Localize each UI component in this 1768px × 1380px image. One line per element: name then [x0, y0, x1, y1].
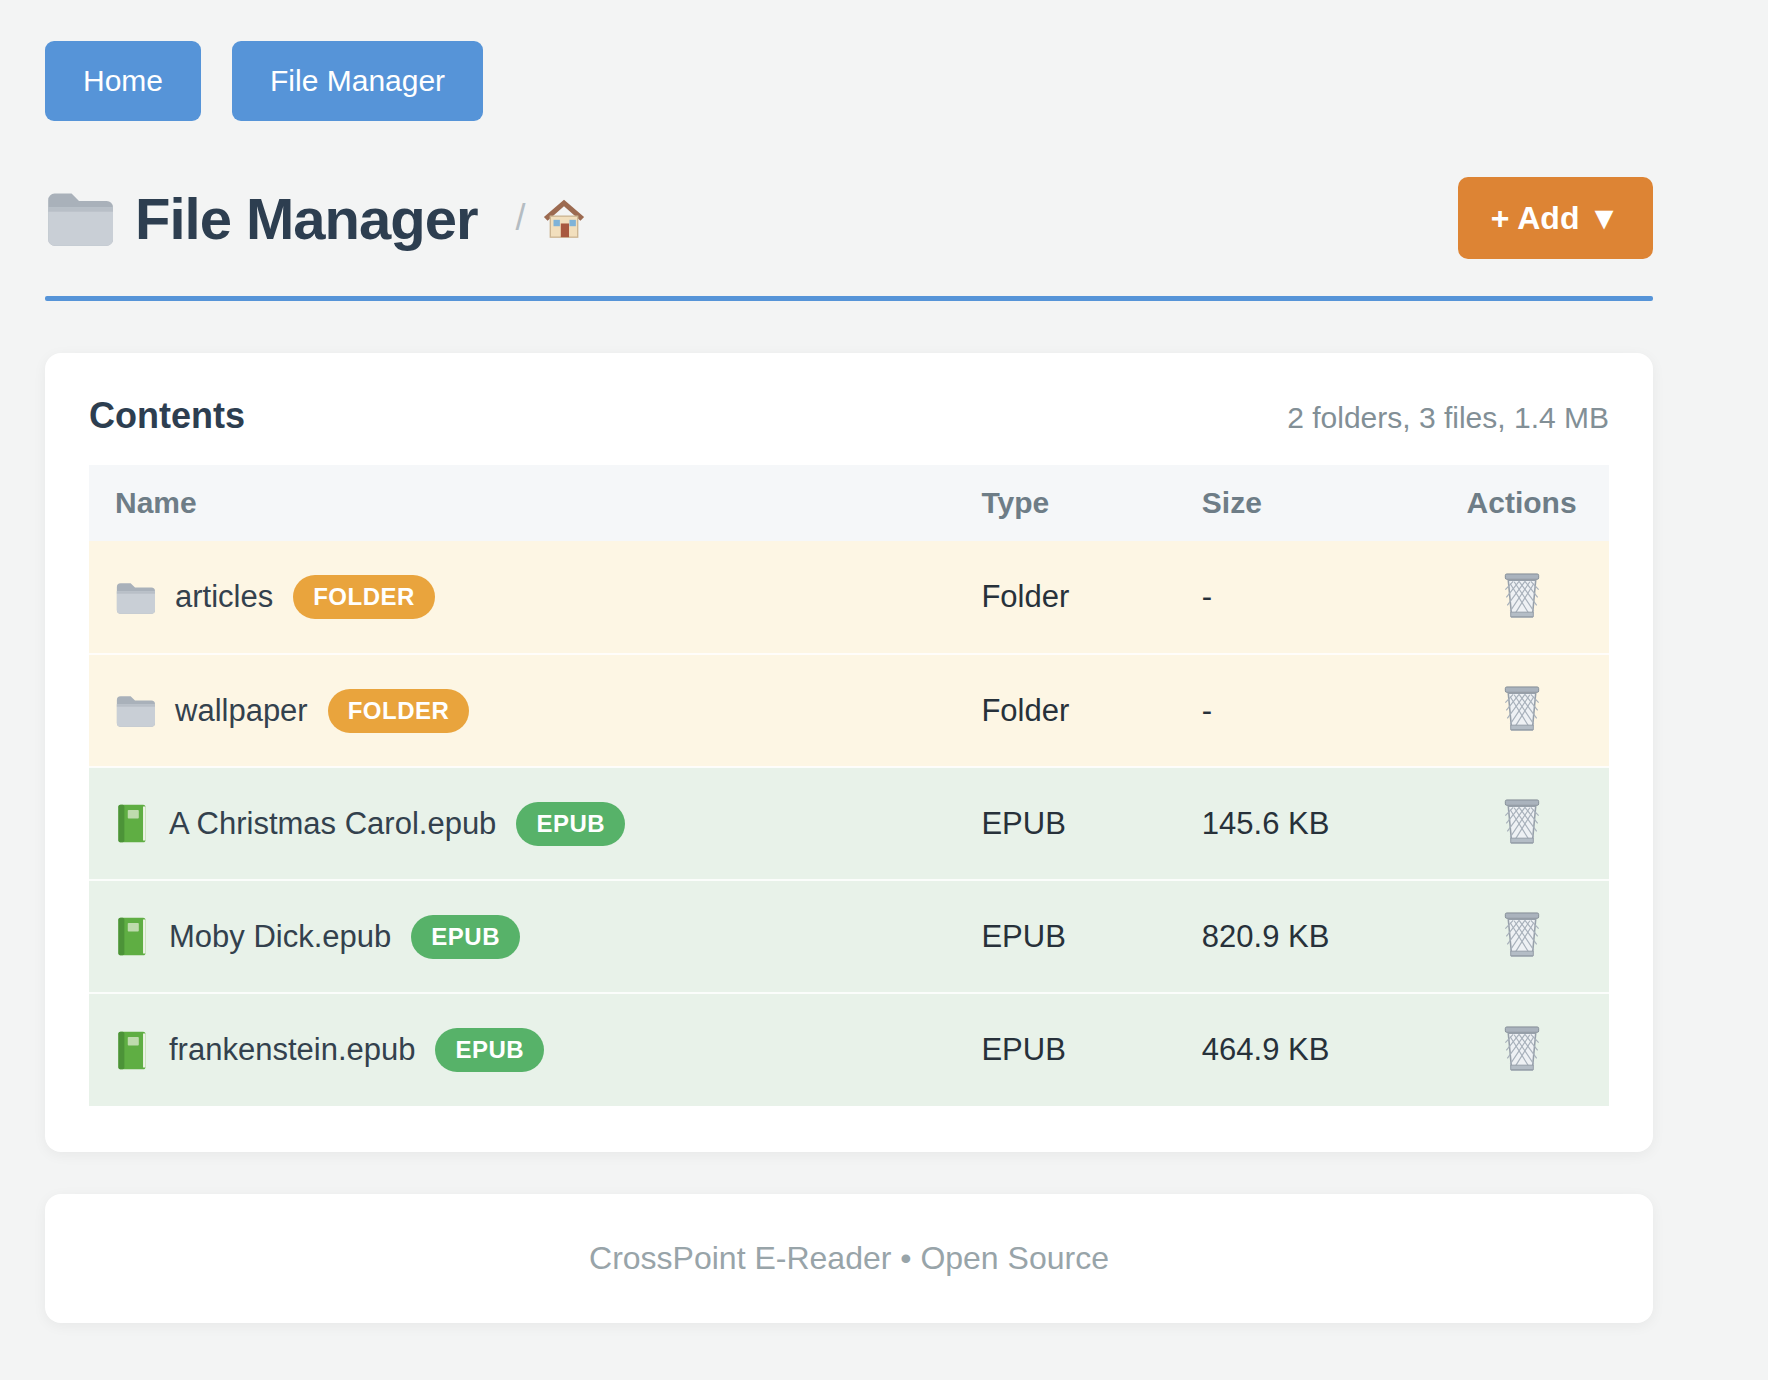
file-table-head: Name Type Size Actions [89, 465, 1609, 541]
page-title: File Manager [135, 185, 478, 252]
column-header-actions: Actions [1434, 465, 1609, 541]
folder-icon [115, 694, 155, 727]
file-name[interactable]: A Christmas Carol.epub [169, 806, 496, 842]
book-icon [115, 916, 149, 957]
file-type-badge: EPUB [516, 802, 625, 846]
type-cell: Folder [955, 654, 1175, 767]
actions-cell [1434, 880, 1609, 993]
file-type-badge: FOLDER [293, 575, 435, 619]
file-type-badge: EPUB [411, 915, 520, 959]
file-name[interactable]: frankenstein.epub [169, 1032, 415, 1068]
delete-button[interactable] [1496, 567, 1548, 624]
file-type-badge: FOLDER [328, 689, 470, 733]
table-row[interactable]: Moby Dick.epub EPUB EPUB 820.9 KB [89, 880, 1609, 993]
trash-icon [1500, 1024, 1544, 1073]
file-name[interactable]: articles [175, 579, 273, 615]
actions-cell [1434, 541, 1609, 654]
header-underline [45, 296, 1653, 301]
folder-icon [115, 581, 155, 614]
column-header-name: Name [89, 465, 955, 541]
type-cell: Folder [955, 541, 1175, 654]
file-manager-nav-button[interactable]: File Manager [232, 41, 483, 121]
footer-text: CrossPoint E-Reader • Open Source [589, 1240, 1109, 1276]
contents-card-header: Contents 2 folders, 3 files, 1.4 MB [89, 395, 1609, 437]
size-cell: 464.9 KB [1176, 993, 1434, 1106]
file-name-cell: wallpaper FOLDER [89, 654, 955, 767]
type-cell: EPUB [955, 993, 1175, 1106]
house-icon[interactable] [542, 197, 586, 239]
file-name-cell: frankenstein.epub EPUB [89, 993, 955, 1106]
page-header: File Manager / + Add ▼ [45, 177, 1653, 259]
column-header-type: Type [955, 465, 1175, 541]
home-nav-button[interactable]: Home [45, 41, 201, 121]
size-cell: - [1176, 541, 1434, 654]
contents-summary: 2 folders, 3 files, 1.4 MB [1287, 401, 1609, 435]
type-cell: EPUB [955, 880, 1175, 993]
file-table: Name Type Size Actions [89, 465, 1609, 1106]
folder-icon [45, 190, 113, 246]
delete-button[interactable] [1496, 793, 1548, 850]
actions-cell [1434, 654, 1609, 767]
file-name-cell: A Christmas Carol.epub EPUB [89, 767, 955, 880]
type-cell: EPUB [955, 767, 1175, 880]
delete-button[interactable] [1496, 906, 1548, 963]
book-icon [115, 1030, 149, 1071]
table-row[interactable]: articles FOLDER Folder - [89, 541, 1609, 654]
table-row[interactable]: frankenstein.epub EPUB EPUB 464.9 KB [89, 993, 1609, 1106]
trash-icon [1500, 571, 1544, 620]
add-button[interactable]: + Add ▼ [1458, 177, 1653, 259]
actions-cell [1434, 767, 1609, 880]
table-row[interactable]: wallpaper FOLDER Folder - [89, 654, 1609, 767]
trash-icon [1500, 797, 1544, 846]
delete-button[interactable] [1496, 680, 1548, 737]
title-group: File Manager / [45, 185, 586, 252]
top-nav: Home File Manager [45, 41, 1653, 121]
file-table-body: articles FOLDER Folder - [89, 541, 1609, 1106]
book-icon [115, 803, 149, 844]
size-cell: 145.6 KB [1176, 767, 1434, 880]
page: Home File Manager File Manager / [45, 0, 1653, 1323]
table-row[interactable]: A Christmas Carol.epub EPUB EPUB 145.6 K… [89, 767, 1609, 880]
file-type-badge: EPUB [435, 1028, 544, 1072]
file-name[interactable]: Moby Dick.epub [169, 919, 391, 955]
footer-card: CrossPoint E-Reader • Open Source [45, 1194, 1653, 1323]
trash-icon [1500, 684, 1544, 733]
size-cell: - [1176, 654, 1434, 767]
file-name-cell: articles FOLDER [89, 541, 955, 654]
delete-button[interactable] [1496, 1020, 1548, 1077]
breadcrumb-separator: / [516, 197, 526, 239]
contents-heading: Contents [89, 395, 245, 437]
file-name-cell: Moby Dick.epub EPUB [89, 880, 955, 993]
file-name[interactable]: wallpaper [175, 693, 308, 729]
column-header-size: Size [1176, 465, 1434, 541]
actions-cell [1434, 993, 1609, 1106]
trash-icon [1500, 910, 1544, 959]
contents-card: Contents 2 folders, 3 files, 1.4 MB Name… [45, 353, 1653, 1152]
size-cell: 820.9 KB [1176, 880, 1434, 993]
breadcrumb: / [516, 197, 586, 239]
